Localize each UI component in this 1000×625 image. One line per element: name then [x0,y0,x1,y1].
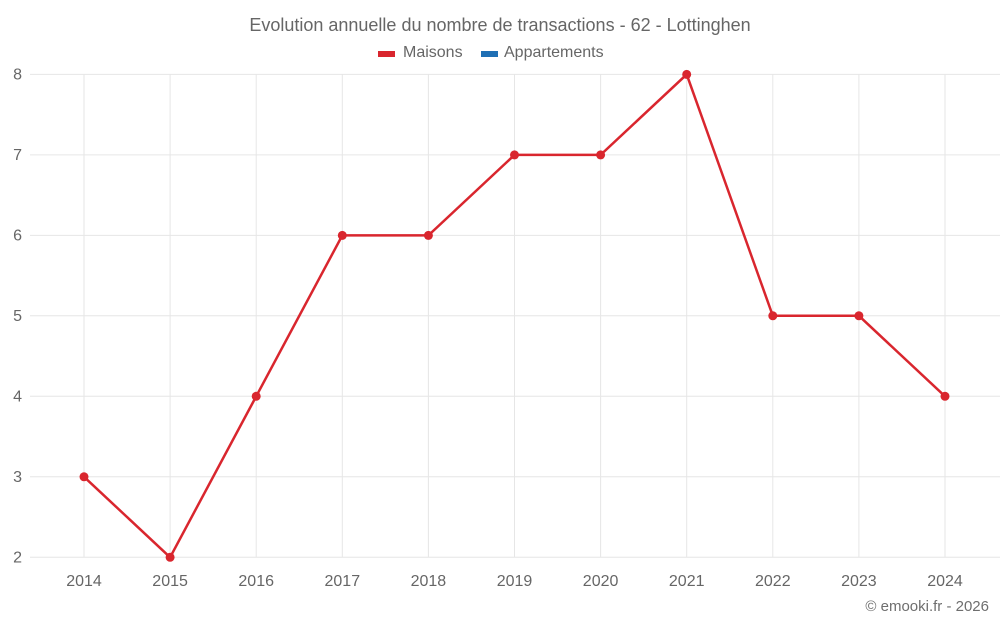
svg-text:2022: 2022 [755,573,791,590]
svg-text:2023: 2023 [841,573,877,590]
svg-text:5: 5 [13,308,22,325]
svg-text:2019: 2019 [497,573,533,590]
svg-text:3: 3 [13,469,22,486]
svg-text:4: 4 [13,388,22,405]
svg-text:2021: 2021 [669,573,705,590]
svg-text:7: 7 [13,147,22,164]
svg-text:2014: 2014 [66,573,102,590]
svg-text:2017: 2017 [325,573,361,590]
svg-text:2024: 2024 [927,573,963,590]
svg-text:2020: 2020 [583,573,619,590]
svg-text:2015: 2015 [152,573,188,590]
svg-text:6: 6 [13,227,22,244]
svg-text:2: 2 [13,549,22,566]
svg-text:2016: 2016 [238,573,274,590]
svg-text:8: 8 [13,66,22,83]
svg-text:2018: 2018 [411,573,447,590]
